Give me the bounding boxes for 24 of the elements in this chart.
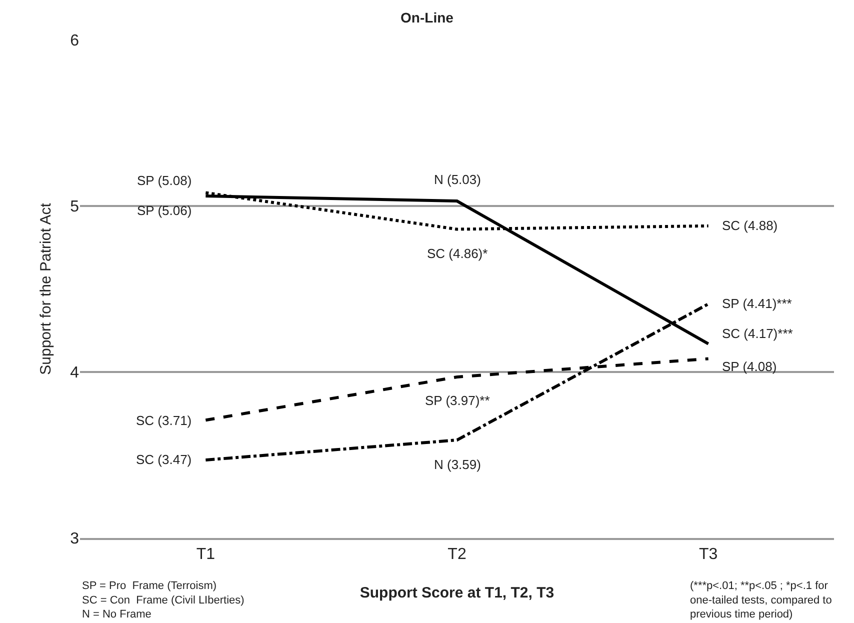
annotation: SC (3.71)	[136, 413, 192, 428]
annotation: SP (5.08)	[137, 173, 192, 188]
x-tick-label: T2	[448, 546, 466, 563]
y-axis-title: Support for the Patriot Act	[37, 202, 54, 375]
annotation: SC (4.17)***	[722, 326, 793, 341]
annotation: SC (4.88)	[722, 218, 778, 233]
text: SP = Pro Frame (Terroism) SC = Con Frame (Civil LIberties) N = No Frame	[82, 580, 244, 621]
x-tick-label: T3	[698, 546, 718, 563]
y-tick-label: 3	[70, 530, 80, 548]
y-tick-label: 5	[70, 198, 80, 216]
annotation: N (3.59)	[434, 457, 481, 472]
annotation: SP (3.97)**	[425, 393, 490, 408]
x-axis-title: Support Score at T1, T2, T3	[360, 584, 554, 602]
y-tick-label: 6	[70, 32, 80, 50]
annotation: N (5.03)	[434, 172, 481, 187]
annotation: SC (3.47)	[136, 452, 192, 467]
annotation: SC (4.86)*	[427, 246, 488, 261]
y-tick-label: 4	[70, 364, 80, 382]
annotation: SP (5.06)	[137, 203, 192, 218]
annotation: SP (4.08)	[722, 359, 777, 374]
annotation: SP (4.41)***	[722, 296, 792, 311]
text: (***p<.01; **p<.05 ; *p<.1 for one-tailed tests, compared to previous time period)	[690, 580, 832, 621]
chart-title: On-Line	[400, 9, 454, 26]
x-tick-label: T1	[196, 546, 216, 563]
